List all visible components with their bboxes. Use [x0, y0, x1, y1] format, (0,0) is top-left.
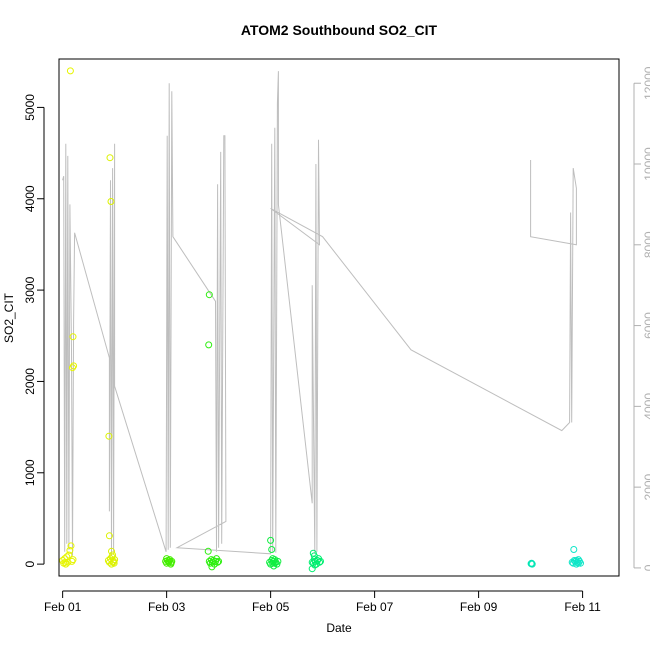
x-tick-label: Feb 07: [356, 600, 394, 614]
data-point: [107, 198, 115, 205]
x-tick-label: Feb 03: [148, 600, 186, 614]
data-point: [105, 432, 113, 440]
y-tick-label: 0: [23, 560, 37, 567]
series-1: [104, 154, 119, 568]
data-point: [205, 291, 213, 299]
data-point: [69, 556, 77, 564]
points-layer: [59, 67, 584, 573]
series-0: [59, 67, 78, 568]
y2-tick-label: 10000: [642, 147, 650, 181]
x-tick-label: Feb 09: [460, 600, 498, 614]
chart-title: ATOM2 Southbound SO2_CIT: [241, 22, 438, 38]
data-point: [268, 546, 276, 553]
data-point: [311, 561, 319, 569]
data-point: [66, 67, 74, 75]
x-axis-label: Date: [326, 621, 352, 635]
data-point: [65, 551, 73, 559]
data-point: [66, 546, 74, 554]
data-point: [204, 547, 212, 555]
y-axis-label: SO2_CIT: [2, 292, 16, 343]
altitude-trace-line: [62, 71, 577, 556]
data-point: [574, 559, 582, 567]
axes-layer: Feb 01 Feb 03 Feb 05 Feb 07 Feb 09 Feb 11 0 100…: [23, 66, 650, 614]
data-point: [527, 560, 535, 568]
data-point: [310, 552, 318, 560]
data-point: [106, 154, 114, 162]
series-5: [308, 549, 324, 573]
y-tick-label: 1000: [23, 459, 37, 486]
data-point: [214, 558, 222, 566]
y2-tick-label: 12000: [642, 66, 650, 100]
series-3: [204, 291, 223, 571]
data-point: [208, 563, 216, 571]
data-point: [267, 536, 275, 544]
data-point: [70, 362, 78, 370]
y2-tick-label: 6000: [642, 312, 650, 339]
plot-frame: [58, 58, 620, 577]
data-point: [215, 557, 223, 565]
altitude-line-layer: [62, 71, 577, 556]
data-point: [271, 559, 279, 567]
series-4: [266, 536, 282, 570]
series-6: [527, 559, 536, 568]
y2-tick-label: 2000: [642, 473, 650, 500]
y2-tick-label: 0: [642, 564, 650, 571]
data-point: [69, 364, 76, 372]
x-tick-label: Feb 11: [564, 600, 601, 614]
y-tick-label: 2000: [23, 368, 37, 395]
y2-tick-label: 4000: [642, 393, 650, 420]
x-tick-label: Feb 05: [252, 600, 290, 614]
x-tick-label: Feb 01: [44, 600, 82, 614]
data-point: [61, 558, 69, 566]
data-point: [167, 559, 175, 567]
data-point: [205, 341, 213, 349]
data-point: [108, 547, 115, 555]
data-point: [109, 558, 117, 566]
y-tick-label: 4000: [23, 185, 37, 212]
y2-tick-label: 8000: [642, 231, 650, 258]
data-point: [317, 557, 324, 565]
data-point: [67, 542, 75, 550]
y-tick-label: 3000: [23, 276, 37, 303]
series-7: [568, 546, 584, 568]
series-2: [162, 555, 176, 568]
y-tick-label: 5000: [23, 94, 37, 121]
data-point: [105, 532, 113, 540]
data-point: [69, 333, 77, 341]
data-point: [165, 557, 173, 565]
data-point: [110, 559, 118, 567]
data-point: [570, 546, 578, 553]
